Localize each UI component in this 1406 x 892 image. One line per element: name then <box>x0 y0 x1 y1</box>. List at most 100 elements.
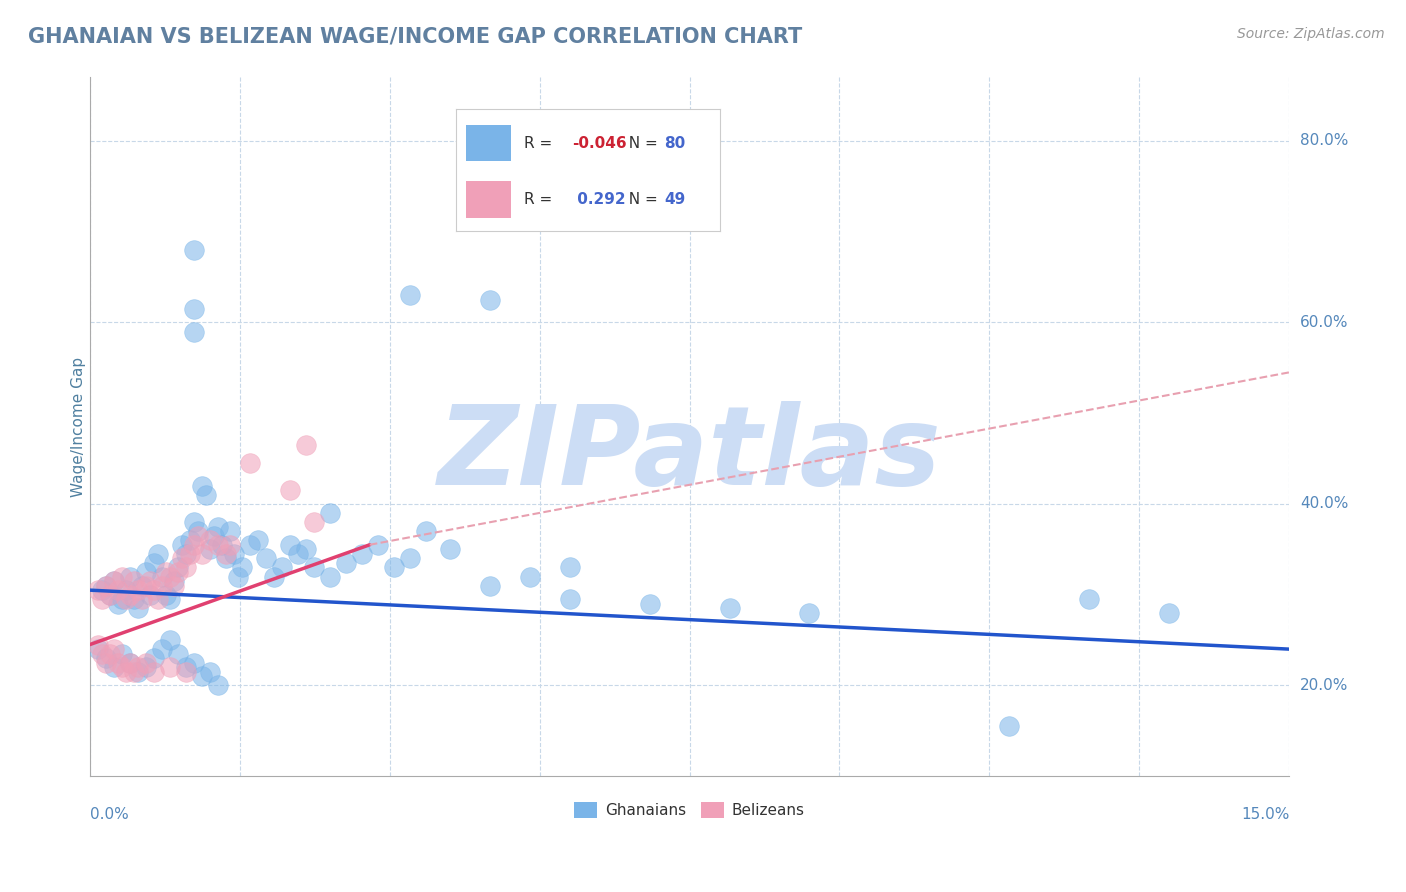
Point <box>118 656 141 670</box>
Point <box>142 651 165 665</box>
Point <box>159 660 181 674</box>
Point <box>90 583 112 598</box>
Point <box>638 597 661 611</box>
Point <box>170 551 193 566</box>
Point <box>94 579 117 593</box>
Point <box>207 538 229 552</box>
Point <box>111 592 134 607</box>
Point <box>187 529 209 543</box>
Point <box>198 542 221 557</box>
Point <box>187 524 209 538</box>
Point <box>131 592 153 607</box>
Point <box>278 483 301 498</box>
Point <box>150 579 173 593</box>
Point <box>183 515 205 529</box>
Point <box>107 597 129 611</box>
Point <box>170 538 193 552</box>
Point <box>287 547 309 561</box>
Point <box>439 542 461 557</box>
Point <box>239 538 262 552</box>
Point <box>174 665 197 679</box>
Point <box>155 588 177 602</box>
Point <box>131 579 153 593</box>
Text: Source: ZipAtlas.com: Source: ZipAtlas.com <box>1237 27 1385 41</box>
Point <box>103 574 125 588</box>
Point <box>278 538 301 552</box>
Point <box>294 438 316 452</box>
Text: 20.0%: 20.0% <box>1301 678 1348 693</box>
Point <box>103 660 125 674</box>
Point <box>114 592 136 607</box>
Point <box>103 642 125 657</box>
Point <box>183 325 205 339</box>
Point <box>174 547 197 561</box>
Point <box>183 301 205 316</box>
Point <box>118 656 141 670</box>
Point <box>114 583 136 598</box>
Point <box>107 656 129 670</box>
Point <box>94 651 117 665</box>
Point <box>142 583 165 598</box>
Point <box>87 642 110 657</box>
Point <box>159 569 181 583</box>
Point <box>191 479 214 493</box>
Point <box>111 660 134 674</box>
Point <box>127 601 149 615</box>
Text: 15.0%: 15.0% <box>1241 806 1289 822</box>
Point <box>998 719 1021 733</box>
Point <box>1159 606 1181 620</box>
Point <box>127 660 149 674</box>
Point <box>159 633 181 648</box>
Point <box>111 569 134 583</box>
Point <box>263 569 285 583</box>
Point <box>202 529 225 543</box>
Point <box>319 506 342 520</box>
Point <box>122 574 145 588</box>
Point <box>87 583 110 598</box>
Point <box>174 660 197 674</box>
Point <box>367 538 389 552</box>
Point <box>226 569 249 583</box>
Text: 60.0%: 60.0% <box>1301 315 1348 330</box>
Point <box>350 547 373 561</box>
Point <box>179 547 201 561</box>
Point <box>239 456 262 470</box>
Point <box>163 579 186 593</box>
Point <box>519 569 541 583</box>
Legend: Ghanaians, Belizeans: Ghanaians, Belizeans <box>568 797 811 824</box>
Point <box>218 538 240 552</box>
Point <box>183 243 205 257</box>
Point <box>478 293 501 307</box>
Point <box>478 579 501 593</box>
Point <box>159 592 181 607</box>
Point <box>398 288 420 302</box>
Point <box>139 588 162 602</box>
Point <box>90 647 112 661</box>
Point <box>211 538 233 552</box>
Point <box>215 547 238 561</box>
Point <box>558 592 581 607</box>
Point <box>335 556 357 570</box>
Point <box>135 579 157 593</box>
Point <box>111 647 134 661</box>
Point <box>142 556 165 570</box>
Text: GHANAIAN VS BELIZEAN WAGE/INCOME GAP CORRELATION CHART: GHANAIAN VS BELIZEAN WAGE/INCOME GAP COR… <box>28 27 803 46</box>
Point <box>207 519 229 533</box>
Point <box>146 592 169 607</box>
Point <box>118 569 141 583</box>
Text: 40.0%: 40.0% <box>1301 497 1348 511</box>
Point <box>254 551 277 566</box>
Point <box>207 678 229 692</box>
Point <box>222 547 245 561</box>
Point <box>194 488 217 502</box>
Point <box>98 588 121 602</box>
Point <box>558 560 581 574</box>
Point <box>166 565 188 579</box>
Point <box>198 533 221 548</box>
Y-axis label: Wage/Income Gap: Wage/Income Gap <box>72 357 86 497</box>
Point <box>166 647 188 661</box>
Point <box>90 592 112 607</box>
Point <box>118 588 141 602</box>
Point <box>215 551 238 566</box>
Point <box>135 656 157 670</box>
